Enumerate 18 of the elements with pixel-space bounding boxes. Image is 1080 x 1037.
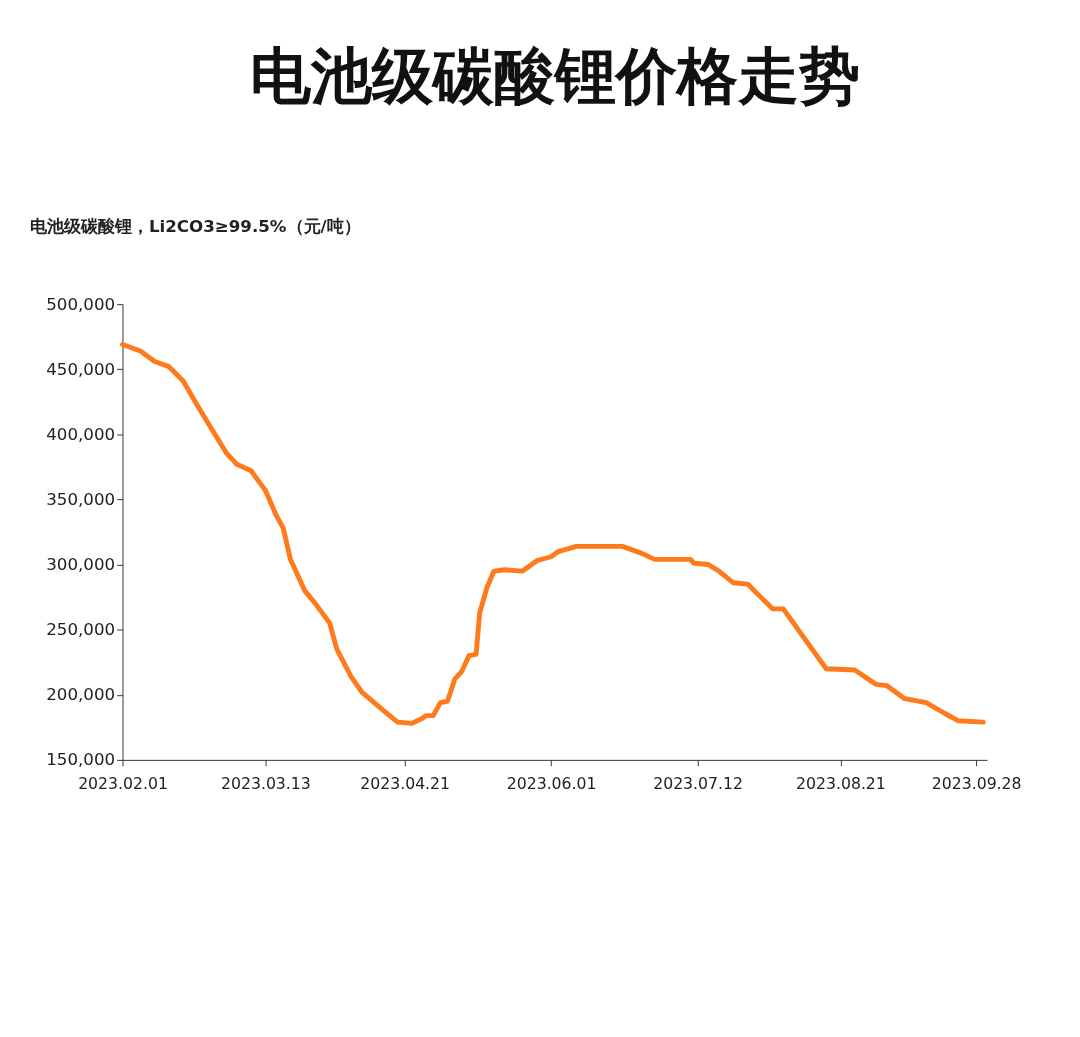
y-axis-title: 电池级碳酸锂，Li2CO3≥99.5%（元/吨） — [29, 217, 361, 237]
x-tick-label: 2023.04.21 — [360, 773, 451, 793]
y-tick-label: 250,000 — [46, 620, 116, 640]
x-tick-label: 2023.02.01 — [78, 773, 168, 793]
y-tick-label: 450,000 — [46, 359, 116, 379]
x-tick-label: 2023.09.28 — [931, 773, 1022, 793]
y-tick-label: 400,000 — [46, 424, 116, 444]
y-tick-label: 350,000 — [46, 489, 116, 509]
y-tick-label: 500,000 — [46, 294, 116, 314]
y-tick-label: 150,000 — [46, 750, 116, 770]
y-tick-label: 300,000 — [46, 554, 116, 574]
y-tick-label: 200,000 — [46, 685, 116, 705]
chart-title: 电池级碳酸锂价格走势 — [249, 41, 860, 112]
line-series — [120, 342, 986, 726]
x-tick-label: 2023.07.12 — [653, 773, 743, 793]
x-tick-label: 2023.08.21 — [796, 773, 886, 793]
x-tick-label: 2023.03.13 — [221, 773, 311, 793]
x-tick-label: 2023.06.01 — [506, 773, 597, 793]
